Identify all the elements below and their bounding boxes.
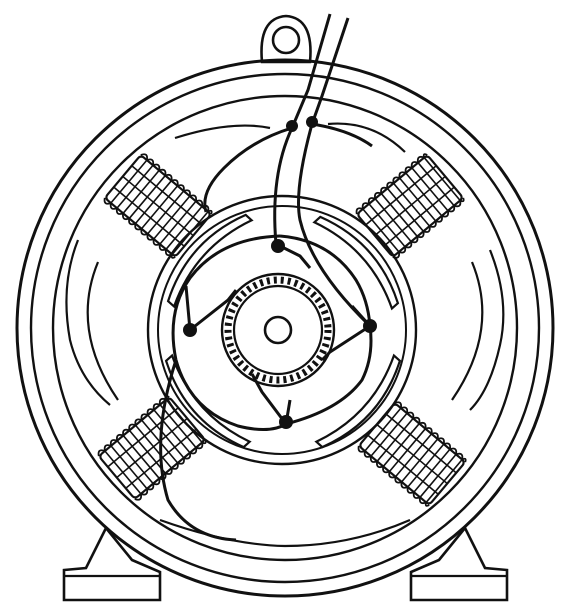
brush-rocker-ring <box>171 234 373 431</box>
connection-points <box>183 116 377 429</box>
frame <box>15 58 555 598</box>
brush-holder-icon <box>184 244 372 425</box>
armature-bore <box>146 194 418 466</box>
field-pole-top-right <box>313 151 467 310</box>
field-pole-top-left <box>101 151 253 308</box>
field-pole-bottom-left <box>95 354 251 503</box>
yoke-outline <box>65 122 505 548</box>
commutator-icon <box>220 272 336 388</box>
lifting-eye-icon <box>260 14 312 64</box>
field-pole-bottom-right <box>315 354 469 509</box>
base-feet <box>62 525 509 602</box>
terminal-leads-icon <box>159 13 373 542</box>
